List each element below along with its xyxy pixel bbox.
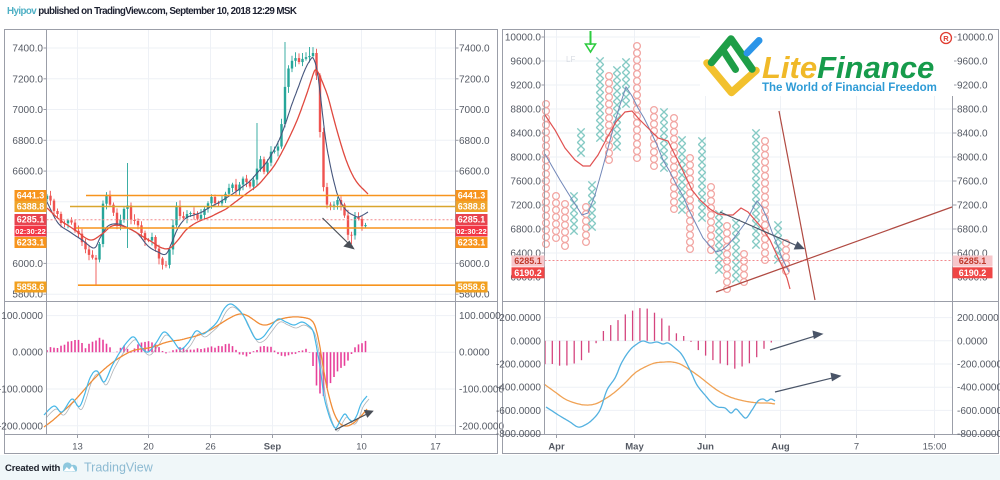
svg-text:6190.2: 6190.2: [514, 268, 542, 278]
svg-text:6000.0: 6000.0: [459, 259, 490, 270]
svg-text:Created with: Created with: [5, 463, 61, 474]
svg-text:6800.0: 6800.0: [459, 136, 490, 147]
svg-text:02:30:22: 02:30:22: [456, 227, 486, 236]
svg-text:6600.0: 6600.0: [12, 167, 43, 178]
svg-text:20: 20: [143, 442, 154, 453]
svg-text:May: May: [625, 442, 644, 453]
svg-text:200.0000: 200.0000: [499, 313, 541, 324]
svg-text:15:00: 15:00: [923, 442, 947, 453]
svg-text:8000.0: 8000.0: [510, 153, 541, 164]
svg-text:6800.0: 6800.0: [510, 225, 541, 236]
svg-text:10: 10: [356, 442, 367, 453]
svg-text:TradingView: TradingView: [84, 461, 154, 475]
svg-text:5800.0: 5800.0: [459, 290, 490, 301]
svg-text:6388.8: 6388.8: [458, 202, 486, 212]
svg-text:6441.3: 6441.3: [458, 191, 486, 201]
svg-text:7400.0: 7400.0: [459, 44, 490, 55]
svg-text:7200.0: 7200.0: [12, 74, 43, 85]
svg-text:6400.0: 6400.0: [957, 249, 988, 260]
svg-text:Aug: Aug: [771, 442, 790, 453]
svg-text:R: R: [943, 34, 949, 43]
svg-text:9200.0: 9200.0: [957, 81, 988, 92]
svg-text:9200.0: 9200.0: [510, 81, 541, 92]
svg-text:0.0000: 0.0000: [459, 348, 490, 359]
svg-text:10000.0: 10000.0: [957, 33, 994, 44]
svg-text:LF: LF: [566, 55, 575, 64]
svg-text:5800.0: 5800.0: [12, 290, 43, 301]
svg-text:-100.0000: -100.0000: [459, 385, 504, 396]
svg-text:6400.0: 6400.0: [510, 249, 541, 260]
svg-text:-800.0000: -800.0000: [957, 429, 1000, 440]
svg-text:6800.0: 6800.0: [12, 136, 43, 147]
svg-text:6441.3: 6441.3: [17, 191, 45, 201]
svg-text:17: 17: [430, 442, 441, 453]
svg-text:Sep: Sep: [264, 442, 282, 453]
svg-text:200.0000: 200.0000: [957, 313, 999, 324]
svg-text:6000.0: 6000.0: [12, 259, 43, 270]
svg-text:-600.0000: -600.0000: [496, 406, 541, 417]
svg-text:8800.0: 8800.0: [510, 105, 541, 116]
svg-text:8400.0: 8400.0: [957, 129, 988, 140]
svg-text:LiteFinance: LiteFinance: [762, 50, 934, 85]
svg-text:6190.2: 6190.2: [959, 268, 987, 278]
svg-text:Hyipov published on TradingVie: Hyipov published on TradingView.com, Sep…: [7, 6, 297, 17]
svg-text:8800.0: 8800.0: [957, 105, 988, 116]
svg-text:7600.0: 7600.0: [957, 177, 988, 188]
svg-text:8000.0: 8000.0: [957, 153, 988, 164]
svg-text:7200.0: 7200.0: [510, 201, 541, 212]
svg-text:6285.1: 6285.1: [17, 215, 45, 225]
svg-text:7200.0: 7200.0: [459, 74, 490, 85]
svg-text:7000.0: 7000.0: [12, 105, 43, 116]
svg-text:02:30:22: 02:30:22: [15, 227, 45, 236]
svg-text:7200.0: 7200.0: [957, 201, 988, 212]
svg-text:-200.0000: -200.0000: [957, 360, 1000, 371]
svg-text:9600.0: 9600.0: [510, 57, 541, 68]
svg-text:6600.0: 6600.0: [459, 167, 490, 178]
svg-text:13: 13: [72, 442, 83, 453]
svg-text:100.0000: 100.0000: [1, 311, 43, 322]
svg-text:-200.0000: -200.0000: [459, 421, 504, 432]
svg-text:0.0000: 0.0000: [12, 348, 43, 359]
svg-text:-400.0000: -400.0000: [957, 383, 1000, 394]
svg-text:6388.8: 6388.8: [17, 202, 45, 212]
svg-text:Jun: Jun: [697, 442, 714, 453]
svg-text:-600.0000: -600.0000: [957, 406, 1000, 417]
svg-text:6800.0: 6800.0: [957, 225, 988, 236]
svg-text:The World of Financial Freedom: The World of Financial Freedom: [762, 82, 937, 94]
svg-text:6285.1: 6285.1: [959, 256, 987, 266]
svg-text:6285.1: 6285.1: [458, 215, 486, 225]
svg-text:8400.0: 8400.0: [510, 129, 541, 140]
svg-text:7000.0: 7000.0: [459, 105, 490, 116]
svg-text:100.0000: 100.0000: [459, 311, 501, 322]
svg-text:5858.6: 5858.6: [17, 282, 45, 292]
svg-text:0.0000: 0.0000: [957, 336, 988, 347]
svg-text:-200.0000: -200.0000: [496, 360, 541, 371]
svg-text:9600.0: 9600.0: [957, 57, 988, 68]
svg-text:10000.0: 10000.0: [505, 33, 542, 44]
svg-text:7600.0: 7600.0: [510, 177, 541, 188]
svg-text:Apr: Apr: [548, 442, 565, 453]
svg-text:5858.6: 5858.6: [458, 282, 486, 292]
svg-text:26: 26: [205, 442, 216, 453]
svg-text:7400.0: 7400.0: [12, 44, 43, 55]
svg-text:6285.1: 6285.1: [514, 256, 542, 266]
svg-text:-400.0000: -400.0000: [496, 383, 541, 394]
svg-text:-800.0000: -800.0000: [496, 429, 541, 440]
svg-text:-100.0000: -100.0000: [0, 385, 43, 396]
svg-text:7: 7: [854, 442, 859, 453]
svg-text:-200.0000: -200.0000: [0, 421, 43, 432]
svg-text:0.0000: 0.0000: [510, 336, 541, 347]
svg-text:6233.1: 6233.1: [17, 238, 45, 248]
svg-text:6233.1: 6233.1: [458, 238, 486, 248]
